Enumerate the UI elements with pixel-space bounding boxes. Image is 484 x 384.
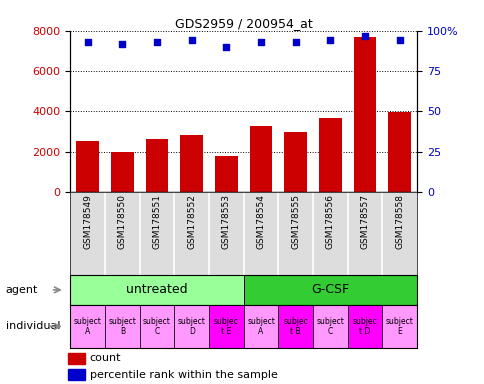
Text: GSM178555: GSM178555 [290, 194, 300, 250]
Point [395, 37, 403, 43]
Text: GSM178556: GSM178556 [325, 194, 334, 250]
Bar [318, 118, 341, 192]
Bar [146, 139, 168, 192]
Text: GSM178549: GSM178549 [83, 194, 92, 249]
Bar [70, 305, 105, 348]
Bar [347, 305, 382, 348]
Bar [105, 305, 139, 348]
Text: subject
B: subject B [108, 317, 136, 336]
Text: percentile rank within the sample: percentile rank within the sample [90, 370, 277, 380]
Bar [180, 134, 202, 192]
Text: agent: agent [6, 285, 38, 295]
Text: GSM178558: GSM178558 [394, 194, 404, 250]
Text: individual: individual [6, 321, 60, 331]
Bar [388, 113, 410, 192]
Point [222, 44, 230, 50]
Text: GSM178557: GSM178557 [360, 194, 369, 250]
Text: G-CSF: G-CSF [311, 283, 349, 296]
Text: subject
E: subject E [385, 317, 413, 336]
Bar [174, 305, 209, 348]
Point [187, 37, 195, 43]
Bar [70, 275, 243, 305]
Text: count: count [90, 353, 121, 364]
Bar [284, 131, 306, 192]
Text: subjec
t D: subjec t D [352, 317, 377, 336]
Text: subjec
t E: subjec t E [213, 317, 238, 336]
Bar [215, 156, 237, 192]
Text: untreated: untreated [126, 283, 187, 296]
Text: subject
A: subject A [74, 317, 101, 336]
Point [257, 39, 264, 45]
Bar [313, 305, 347, 348]
Point [291, 39, 299, 45]
Point [84, 39, 91, 45]
Bar [209, 305, 243, 348]
Text: subject
D: subject D [178, 317, 205, 336]
Point [118, 41, 126, 47]
Bar [278, 305, 313, 348]
Text: subject
C: subject C [143, 317, 170, 336]
Text: subject
C: subject C [316, 317, 344, 336]
Bar [249, 126, 272, 192]
Bar [68, 369, 85, 380]
Text: GSM178552: GSM178552 [187, 194, 196, 249]
Bar [139, 305, 174, 348]
Point [153, 39, 161, 45]
Bar [382, 305, 416, 348]
Bar [353, 37, 376, 192]
Text: subjec
t B: subjec t B [283, 317, 307, 336]
Bar [68, 353, 85, 364]
Bar [111, 152, 133, 192]
Text: GSM178553: GSM178553 [221, 194, 230, 250]
Bar [76, 141, 99, 192]
Text: GSM178550: GSM178550 [118, 194, 127, 250]
Bar [243, 305, 278, 348]
Bar [243, 275, 416, 305]
Text: GSM178551: GSM178551 [152, 194, 161, 250]
Point [326, 37, 333, 43]
Text: subject
A: subject A [247, 317, 274, 336]
Point [361, 33, 368, 39]
Title: GDS2959 / 200954_at: GDS2959 / 200954_at [174, 17, 312, 30]
Text: GSM178554: GSM178554 [256, 194, 265, 249]
